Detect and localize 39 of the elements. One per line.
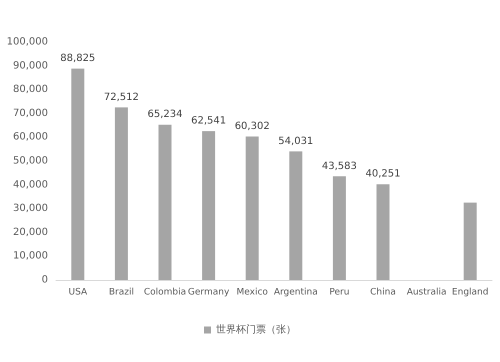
y-tick-label: 10,000 — [13, 250, 48, 262]
y-tick-label: 90,000 — [13, 60, 48, 72]
y-tick-label: 60,000 — [13, 132, 48, 143]
bar — [71, 68, 84, 280]
y-tick-label: 70,000 — [13, 108, 48, 119]
x-tick-label: Australia — [406, 288, 447, 298]
y-tick-label: 20,000 — [13, 226, 48, 238]
bar — [202, 131, 216, 280]
y-tick-label: 50,000 — [13, 156, 48, 166]
y-tick-label: 80,000 — [13, 84, 48, 96]
x-tick-label: Colombia — [144, 288, 186, 298]
data-label: 88,825 — [60, 53, 96, 64]
bar — [464, 202, 477, 280]
bar — [158, 124, 172, 280]
x-tick-label: Germany — [188, 288, 230, 298]
y-tick-label: 30,000 — [13, 203, 48, 214]
x-tick-label: USA — [68, 288, 88, 298]
bar — [114, 107, 128, 280]
data-label: 40,251 — [366, 168, 400, 180]
bar — [289, 151, 302, 280]
x-tick-label: England — [452, 288, 488, 298]
data-label: 54,031 — [278, 136, 314, 147]
bar — [332, 176, 346, 280]
x-tick-label: Mexico — [236, 288, 268, 298]
y-tick-label: 40,000 — [13, 179, 48, 190]
data-label: 62,541 — [191, 116, 226, 127]
bar — [246, 136, 259, 280]
x-tick-label: China — [370, 288, 396, 298]
data-label: 65,234 — [148, 109, 182, 120]
y-tick-label: 0 — [42, 274, 48, 286]
data-label: 43,583 — [322, 160, 357, 172]
x-tick-label: Brazil — [108, 288, 134, 298]
data-label: 72,512 — [104, 92, 139, 103]
x-tick-label: Peru — [329, 288, 350, 298]
legend-label: 世界杯门票（张） — [216, 324, 296, 336]
bar — [376, 184, 390, 280]
x-tick-label: Argentina — [274, 288, 318, 298]
y-tick-label: 100,000 — [6, 36, 48, 48]
data-label: 60,302 — [234, 120, 270, 132]
